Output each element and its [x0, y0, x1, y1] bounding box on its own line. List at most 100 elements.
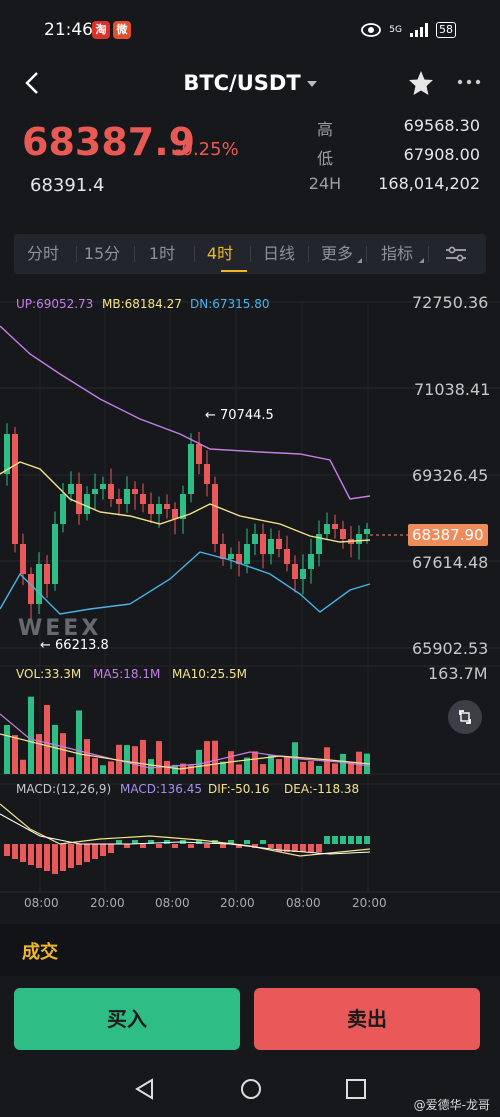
price-change: -0.25%	[175, 139, 239, 160]
macd-bar	[140, 844, 146, 848]
high-value: 69568.30	[403, 116, 480, 135]
boll-up-label: UP:69052.73	[16, 297, 94, 311]
pair-selector[interactable]: BTC/USDT	[0, 71, 500, 95]
volume-bar	[316, 765, 322, 774]
nav-recents-icon[interactable]	[345, 1078, 367, 1100]
candle-body	[52, 524, 58, 584]
macd-bar	[292, 844, 298, 852]
volume-bar	[244, 757, 250, 774]
candle-body	[196, 444, 202, 464]
macd-bar	[260, 840, 266, 844]
volume-bar	[60, 733, 66, 774]
candle-body	[332, 524, 338, 529]
candle-body	[28, 574, 34, 604]
volume-bar	[124, 745, 130, 774]
nav-home-icon[interactable]	[240, 1078, 262, 1100]
macd-bar	[364, 836, 370, 844]
trades-label: 成交	[22, 942, 58, 963]
tab-more[interactable]: 更多	[314, 234, 362, 274]
price-axis-label: 65902.53	[412, 639, 489, 658]
candle-body	[228, 554, 234, 559]
tab-divider	[366, 246, 367, 262]
vol-label: VOL:33.3M	[16, 667, 82, 681]
volume-bar	[108, 761, 114, 774]
trades-section[interactable]: 成交	[0, 924, 500, 976]
back-arrow-icon[interactable]	[20, 70, 46, 96]
candle-body	[356, 534, 362, 544]
high-label: 高	[316, 120, 333, 139]
nav-back-icon[interactable]	[134, 1078, 156, 1100]
candle-body	[276, 539, 282, 549]
tab-daily[interactable]: 日线	[262, 244, 295, 263]
price-axis-label: 67614.48	[412, 553, 489, 572]
macd-bar	[60, 844, 66, 871]
price-axis-label: 69326.45	[412, 466, 489, 485]
candle-body	[172, 509, 178, 519]
dropdown-corner-icon	[419, 258, 424, 263]
low-annotation: ← 66213.8	[40, 638, 109, 653]
status-bar: 21:46 淘 微 5G 58	[0, 0, 500, 62]
vol-ma5-line	[0, 713, 371, 769]
macd-bar	[244, 840, 250, 844]
more-options-icon[interactable]	[456, 74, 482, 90]
candle-body	[76, 484, 82, 514]
favorite-star-icon[interactable]	[408, 70, 434, 96]
macd-bar	[204, 844, 210, 848]
macd-histogram	[0, 803, 371, 874]
tab-1h[interactable]: 1时	[148, 244, 176, 263]
top-bar: BTC/USDT	[0, 62, 500, 106]
candle-body	[204, 464, 210, 484]
candle-body	[164, 504, 170, 509]
expand-icon	[459, 710, 471, 724]
candle-body	[92, 489, 98, 494]
candle-body	[116, 499, 122, 504]
candle-body	[60, 494, 66, 524]
volume-bar	[260, 764, 266, 774]
fullscreen-button[interactable]	[448, 700, 482, 734]
macd-bar	[92, 844, 98, 859]
tab-divider	[308, 246, 309, 262]
macd-bar	[332, 836, 338, 844]
macd-dea: DEA:-118.38	[284, 782, 360, 796]
system-nav-bar	[0, 1060, 500, 1117]
macd-bar	[188, 844, 194, 848]
time-axis-label: 08:00	[155, 896, 190, 910]
candle-body	[4, 434, 10, 474]
bollinger-bands	[0, 325, 371, 615]
macd-bar	[284, 844, 290, 852]
dropdown-corner-icon	[357, 258, 362, 263]
volume-bar	[212, 740, 218, 774]
volume-bar	[268, 755, 274, 774]
candle-body	[292, 564, 298, 579]
buy-button[interactable]: 买入	[14, 988, 240, 1050]
macd-bar	[84, 844, 90, 862]
macd-dif: DIF:-50.16	[208, 782, 270, 796]
tab-4h[interactable]: 4时	[206, 244, 234, 263]
low-value: 67908.00	[403, 145, 480, 164]
volume-bar	[36, 734, 42, 774]
boll-lower-line	[0, 551, 371, 615]
ticker-stats: 高 69568.30 低 67908.00 24H 168,014,202	[300, 116, 480, 203]
sell-button[interactable]: 卖出	[254, 988, 480, 1050]
candlesticks	[4, 423, 370, 619]
candle-body	[12, 434, 18, 544]
low-label: 低	[316, 149, 333, 168]
chart-settings-icon[interactable]	[444, 245, 468, 263]
candle-body	[284, 549, 290, 564]
volume-bar	[92, 758, 98, 774]
candle-body	[44, 564, 50, 584]
volume-bar	[204, 741, 210, 774]
tab-indicators[interactable]: 指标	[372, 234, 424, 274]
volume-bar	[196, 749, 202, 774]
status-time: 21:46	[44, 20, 93, 40]
vol-ma10-label: MA10:25.5M	[172, 667, 247, 681]
tab-15m[interactable]: 15分	[83, 244, 121, 263]
volume-bar	[44, 704, 50, 774]
macd-bar	[300, 844, 306, 852]
candle-body	[268, 539, 274, 554]
macd-bar	[164, 840, 170, 844]
volume-bar	[252, 751, 258, 774]
tab-timeline[interactable]: 分时	[26, 244, 59, 263]
kline-chart[interactable]	[0, 284, 500, 914]
volume-bar	[340, 753, 346, 774]
